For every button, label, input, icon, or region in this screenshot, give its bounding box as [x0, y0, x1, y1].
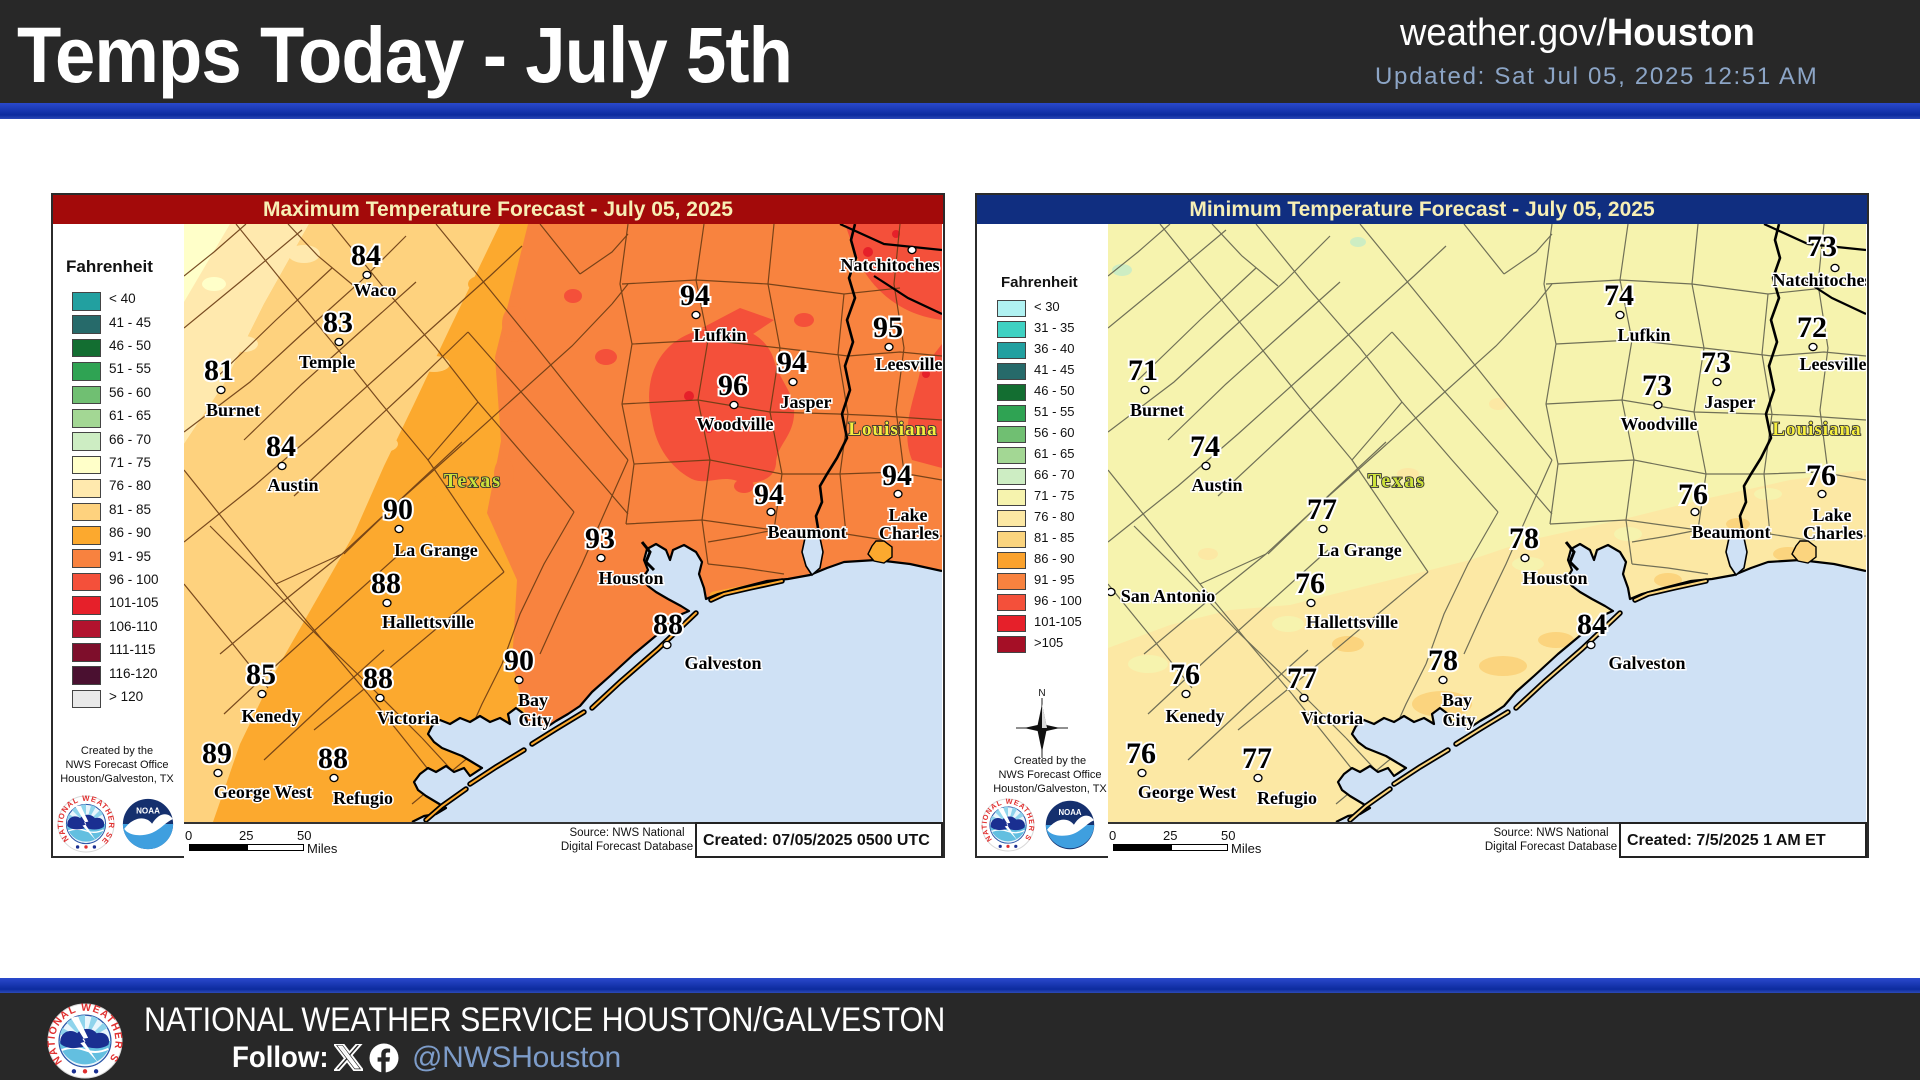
- svg-text:90: 90: [504, 644, 534, 677]
- svg-text:90: 90: [383, 493, 413, 526]
- svg-text:Bay: Bay: [518, 690, 548, 710]
- svg-text:Charles: Charles: [879, 523, 939, 543]
- svg-text:94: 94: [680, 279, 710, 312]
- svg-text:Lufkin: Lufkin: [1617, 325, 1670, 345]
- svg-text:76: 76: [1678, 478, 1708, 511]
- svg-text:Natchitoches: Natchitoches: [1773, 270, 1866, 290]
- svg-text:Austin: Austin: [267, 475, 318, 495]
- svg-text:94: 94: [882, 459, 912, 492]
- svg-text:George West: George West: [214, 782, 312, 802]
- svg-text:Lufkin: Lufkin: [693, 325, 746, 345]
- svg-text:Kenedy: Kenedy: [1165, 706, 1224, 726]
- svg-text:73: 73: [1807, 230, 1837, 263]
- svg-text:76: 76: [1806, 459, 1836, 492]
- svg-text:Leesville: Leesville: [876, 354, 942, 374]
- svg-text:95: 95: [873, 311, 903, 344]
- svg-text:Victoria: Victoria: [1301, 708, 1363, 728]
- svg-text:Natchitoches: Natchitoches: [841, 255, 940, 275]
- svg-text:Jasper: Jasper: [781, 392, 832, 412]
- svg-text:Temple: Temple: [299, 352, 355, 372]
- svg-text:Jasper: Jasper: [1705, 392, 1756, 412]
- svg-text:84: 84: [1577, 608, 1607, 641]
- svg-text:Woodville: Woodville: [1620, 414, 1697, 434]
- svg-text:78: 78: [1428, 644, 1458, 677]
- svg-text:City: City: [1443, 710, 1476, 730]
- svg-text:Houston: Houston: [598, 568, 663, 588]
- svg-text:Charles: Charles: [1803, 523, 1863, 543]
- svg-text:Refugio: Refugio: [1257, 788, 1317, 808]
- svg-text:Austin: Austin: [1191, 475, 1242, 495]
- svg-text:89: 89: [202, 737, 232, 770]
- svg-text:La Grange: La Grange: [1318, 540, 1402, 560]
- svg-text:Lake: Lake: [1812, 505, 1851, 525]
- svg-text:88: 88: [318, 742, 348, 775]
- svg-text:94: 94: [777, 346, 807, 379]
- svg-text:Houston: Houston: [1522, 568, 1587, 588]
- svg-text:88: 88: [363, 662, 393, 695]
- svg-text:76: 76: [1126, 737, 1156, 770]
- svg-text:74: 74: [1604, 279, 1634, 312]
- svg-text:George West: George West: [1138, 782, 1236, 802]
- svg-text:94: 94: [754, 478, 784, 511]
- svg-text:Kenedy: Kenedy: [241, 706, 300, 726]
- svg-text:Burnet: Burnet: [206, 400, 260, 420]
- svg-text:Refugio: Refugio: [333, 788, 393, 808]
- svg-text:Hallettsville: Hallettsville: [1306, 612, 1398, 632]
- svg-text:Beaumont: Beaumont: [1691, 522, 1770, 542]
- svg-text:77: 77: [1242, 742, 1272, 775]
- svg-text:Louisiana: Louisiana: [848, 419, 937, 440]
- svg-text:Texas: Texas: [444, 470, 502, 492]
- svg-text:La Grange: La Grange: [394, 540, 478, 560]
- svg-text:77: 77: [1307, 493, 1337, 526]
- svg-text:72: 72: [1797, 311, 1827, 344]
- svg-text:Bay: Bay: [1442, 690, 1472, 710]
- svg-text:84: 84: [266, 430, 296, 463]
- svg-text:Galveston: Galveston: [1608, 653, 1685, 673]
- svg-text:Louisiana: Louisiana: [1772, 419, 1861, 440]
- svg-text:San Antonio: San Antonio: [1121, 586, 1216, 606]
- svg-text:Beaumont: Beaumont: [767, 522, 846, 542]
- svg-text:88: 88: [653, 608, 683, 641]
- svg-text:Woodville: Woodville: [696, 414, 773, 434]
- svg-text:71: 71: [1128, 354, 1158, 387]
- svg-text:Lake: Lake: [888, 505, 927, 525]
- svg-text:84: 84: [351, 239, 381, 272]
- svg-text:78: 78: [1509, 522, 1539, 555]
- svg-text:77: 77: [1287, 662, 1317, 695]
- svg-text:83: 83: [323, 306, 353, 339]
- svg-text:73: 73: [1642, 369, 1672, 402]
- svg-text:74: 74: [1190, 430, 1220, 463]
- svg-text:96: 96: [718, 369, 748, 402]
- svg-text:76: 76: [1295, 567, 1325, 600]
- svg-text:Texas: Texas: [1368, 470, 1426, 492]
- svg-text:Waco: Waco: [354, 280, 397, 300]
- svg-text:Victoria: Victoria: [377, 708, 439, 728]
- svg-text:85: 85: [246, 658, 276, 691]
- svg-text:City: City: [519, 710, 552, 730]
- svg-text:Leesville: Leesville: [1800, 354, 1866, 374]
- svg-text:73: 73: [1701, 346, 1731, 379]
- svg-text:Hallettsville: Hallettsville: [382, 612, 474, 632]
- svg-text:76: 76: [1170, 658, 1200, 691]
- svg-text:93: 93: [585, 522, 615, 555]
- svg-text:81: 81: [204, 354, 234, 387]
- svg-text:Galveston: Galveston: [684, 653, 761, 673]
- svg-text:Burnet: Burnet: [1130, 400, 1184, 420]
- svg-text:88: 88: [371, 567, 401, 600]
